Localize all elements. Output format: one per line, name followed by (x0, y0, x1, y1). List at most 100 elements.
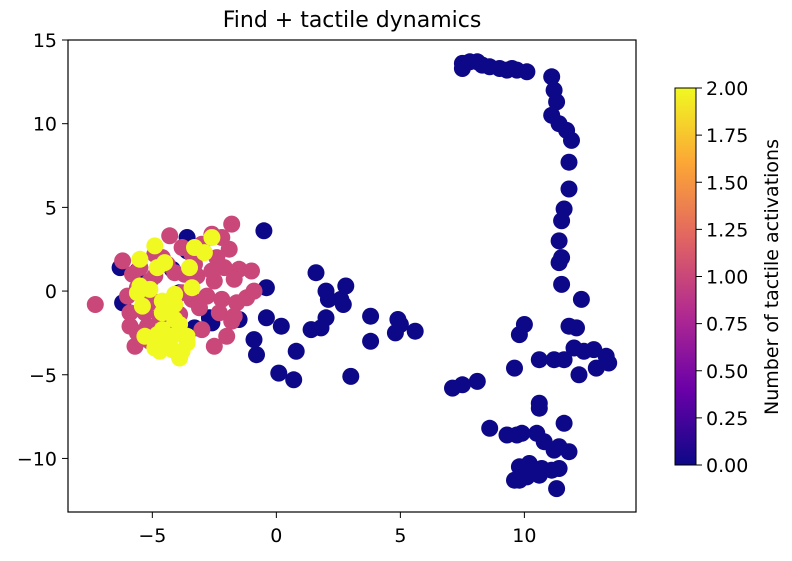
data-point (302, 321, 320, 339)
data-point (223, 215, 241, 233)
data-point (285, 371, 303, 389)
data-point (191, 299, 208, 317)
data-point (121, 304, 139, 322)
data-point (513, 424, 531, 442)
y-tick-label: −10 (17, 448, 57, 470)
colorbar-tick-label: 0.75 (706, 314, 748, 336)
colorbar-tick-label: 1.75 (706, 125, 748, 147)
data-point (257, 309, 275, 327)
data-point (161, 227, 179, 245)
chart-title: Find + tactile dynamics (223, 8, 482, 33)
data-point (205, 337, 223, 355)
data-point (543, 68, 561, 86)
data-point (218, 327, 236, 345)
data-point (195, 244, 213, 262)
y-tick-label: 0 (45, 281, 57, 303)
data-point (153, 292, 171, 310)
data-point (587, 359, 605, 377)
data-point (245, 331, 263, 349)
data-point (553, 275, 571, 293)
data-point (173, 342, 191, 360)
data-point (248, 346, 265, 364)
data-point (245, 282, 263, 300)
data-point (444, 379, 461, 397)
data-point (225, 270, 243, 288)
plot-frame (67, 39, 637, 513)
colorbar-tick-label: 0.50 (706, 361, 748, 383)
y-tick-label: 10 (33, 114, 57, 136)
data-point (203, 262, 221, 280)
data-point (550, 254, 568, 272)
data-point (585, 341, 603, 359)
y-axis: 15 10 5 0 −5 −10 (17, 30, 68, 470)
data-point (498, 426, 516, 444)
data-point (548, 93, 566, 111)
x-tick-label: 0 (270, 525, 282, 547)
data-point (560, 443, 578, 461)
data-point (337, 277, 355, 295)
data-point (528, 424, 546, 442)
data-point (386, 324, 404, 342)
data-point (530, 351, 548, 369)
colorbar-tick-label: 2.00 (706, 78, 748, 100)
data-point (151, 342, 169, 360)
data-point (270, 364, 288, 382)
data-point (342, 367, 360, 385)
data-point (572, 290, 590, 308)
data-point (510, 326, 528, 344)
data-point (530, 466, 548, 484)
data-point (545, 441, 563, 459)
data-point (560, 180, 578, 198)
colorbar-label: Number of tactile activations (761, 139, 783, 415)
data-point (141, 280, 159, 298)
data-point (203, 229, 221, 246)
data-point (545, 351, 563, 369)
data-point (287, 342, 305, 360)
y-tick-label: 15 (33, 30, 57, 52)
data-point (362, 332, 380, 350)
data-point (153, 304, 171, 322)
data-point (114, 252, 132, 270)
data-point (481, 419, 499, 437)
data-point (131, 250, 149, 268)
data-point (213, 290, 231, 308)
points-layer (86, 53, 618, 498)
data-point (146, 237, 164, 255)
colorbar (674, 87, 697, 466)
data-point (406, 322, 424, 340)
data-point (307, 264, 325, 282)
data-point (136, 327, 154, 345)
data-point (506, 471, 523, 489)
data-point (518, 63, 536, 81)
data-point (563, 131, 580, 149)
data-point (334, 296, 352, 313)
data-point (86, 296, 104, 313)
y-tick-label: −5 (29, 365, 57, 387)
data-point (156, 254, 174, 272)
x-axis: −5 0 5 10 (138, 512, 536, 547)
data-point (530, 399, 548, 417)
data-point (560, 153, 578, 171)
data-point (550, 232, 568, 250)
colorbar-tick-label: 0.25 (706, 408, 748, 430)
data-point (553, 212, 571, 230)
x-tick-label: 5 (394, 525, 406, 547)
data-point (272, 317, 290, 335)
data-point (555, 414, 573, 432)
data-point (570, 366, 588, 384)
data-point (223, 312, 241, 330)
data-point (362, 307, 380, 325)
data-point (550, 460, 568, 477)
data-point (243, 262, 260, 280)
data-point (210, 304, 228, 322)
data-point (568, 319, 585, 337)
colorbar-tick-label: 0.00 (706, 455, 748, 477)
colorbar-ticks: 0.00 0.25 0.50 0.75 1.00 1.25 1.50 1.75 2.00 (696, 78, 748, 477)
data-point (468, 372, 486, 390)
data-point (181, 259, 198, 277)
data-point (193, 321, 211, 339)
data-point (220, 240, 238, 258)
x-tick-label: 10 (512, 525, 536, 547)
data-point (319, 290, 337, 308)
